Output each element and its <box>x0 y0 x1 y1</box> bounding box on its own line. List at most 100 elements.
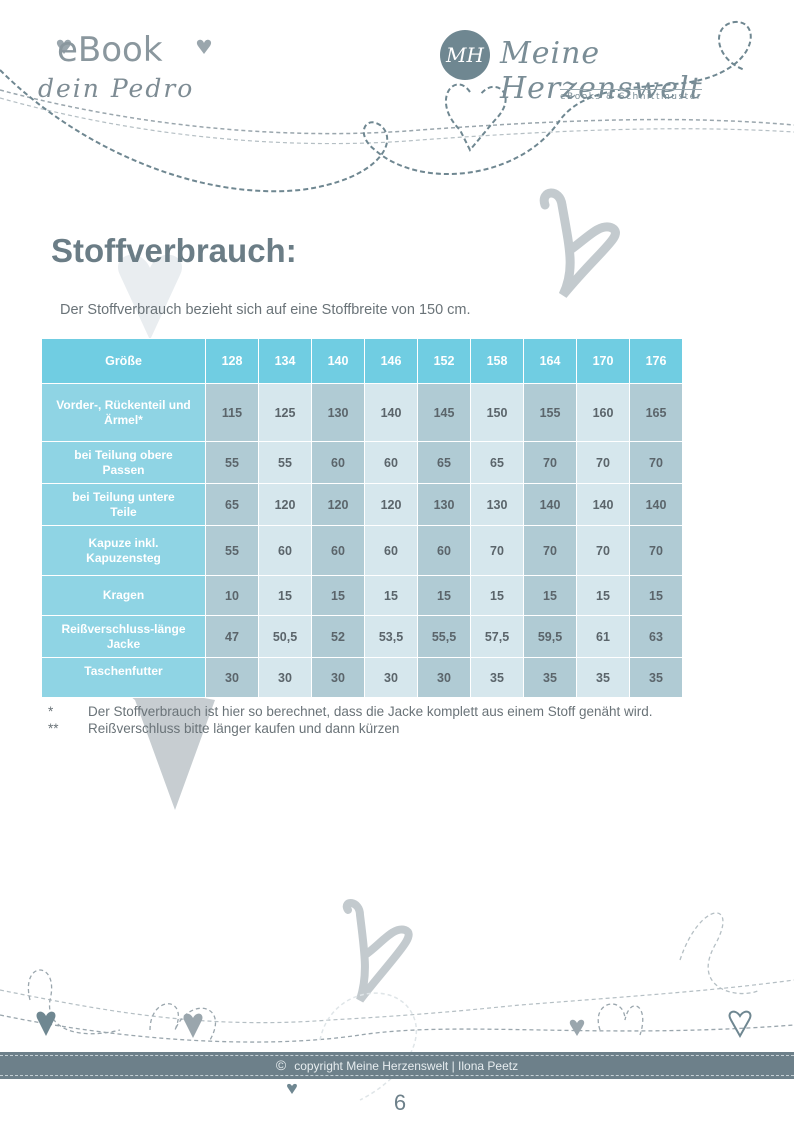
table-row: bei Teilung obere Passen 55 55 60 60 65 … <box>41 441 683 484</box>
heart-small-icon <box>196 39 212 54</box>
copyright-icon: © <box>275 1057 287 1073</box>
table-cell: 15 <box>629 575 683 616</box>
intro-text: Der Stoffverbrauch bezieht sich auf eine… <box>60 302 471 318</box>
table-cell: 70 <box>470 525 524 576</box>
table-row: Vorder-, Rückenteil und Ärmel* 115 125 1… <box>41 383 683 442</box>
table-cell: 30 <box>417 657 471 698</box>
table-cell: 60 <box>364 525 418 576</box>
heart-decoration-icon <box>129 681 215 810</box>
ebook-label: eBook <box>57 30 163 70</box>
size-column-header: 134 <box>258 338 312 384</box>
table-cell: 15 <box>576 575 630 616</box>
table-cell: 15 <box>364 575 418 616</box>
table-cell: 65 <box>470 441 524 484</box>
table-row: Reißverschluss-länge Jacke 47 50,5 52 53… <box>41 615 683 658</box>
page-title: Stoffverbrauch: <box>51 232 297 269</box>
table-row: Kragen 10 15 15 15 15 15 15 15 15 <box>41 575 683 616</box>
table-cell: 15 <box>470 575 524 616</box>
table-cell: 57,5 <box>470 615 524 658</box>
table-cell: 120 <box>311 483 365 526</box>
table-cell: 165 <box>629 383 683 442</box>
table-cell: 15 <box>417 575 471 616</box>
row-label: Reißverschluss-länge Jacke <box>41 615 206 658</box>
table-cell: 130 <box>311 383 365 442</box>
table-cell: 140 <box>629 483 683 526</box>
table-cell: 160 <box>576 383 630 442</box>
table-cell: 55 <box>205 441 259 484</box>
row-label: bei Teilung untere Teile <box>41 483 206 526</box>
table-cell: 52 <box>311 615 365 658</box>
size-column-header: 140 <box>311 338 365 384</box>
size-column-header: 164 <box>523 338 577 384</box>
table-cell: 61 <box>576 615 630 658</box>
size-column-header: 146 <box>364 338 418 384</box>
row-label: Vorder-, Rückenteil und Ärmel* <box>41 383 206 442</box>
ebook-subtitle: dein Pedro <box>38 74 195 103</box>
heart-small-icon <box>728 1010 752 1039</box>
size-header-cell: Größe <box>41 338 206 384</box>
table-cell: 140 <box>576 483 630 526</box>
size-column-header: 158 <box>470 338 524 384</box>
table-cell: 50,5 <box>258 615 312 658</box>
page-number: 6 <box>393 1090 407 1115</box>
table-cell: 70 <box>523 441 577 484</box>
table-cell: 30 <box>205 657 259 698</box>
heart-small-icon <box>287 1083 297 1094</box>
copyright-text: copyright Meine Herzenswelt | Ilona Peet… <box>294 1059 519 1073</box>
table-cell: 30 <box>258 657 312 698</box>
table-cell: 60 <box>364 441 418 484</box>
heart-decoration-icon <box>117 254 183 340</box>
table-cell: 30 <box>364 657 418 698</box>
brand-tagline: eBooks & Schnittmuster <box>560 89 702 102</box>
table-cell: 60 <box>311 525 365 576</box>
table-cell: 63 <box>629 615 683 658</box>
table-cell: 130 <box>470 483 524 526</box>
brand-logo: MH <box>440 30 490 80</box>
table-cell: 125 <box>258 383 312 442</box>
table-cell: 55,5 <box>417 615 471 658</box>
table-cell: 35 <box>629 657 683 698</box>
heart-outline-icon <box>342 899 413 1003</box>
table-cell: 115 <box>205 383 259 442</box>
table-cell: 70 <box>629 525 683 576</box>
footnote: * Der Stoffverbrauch ist hier so berechn… <box>48 703 746 720</box>
footnote-marker: ** <box>48 721 59 736</box>
table-cell: 65 <box>417 441 471 484</box>
footer-band <box>0 1052 794 1079</box>
table-cell: 150 <box>470 383 524 442</box>
row-label: Kragen <box>41 575 206 616</box>
table-cell: 10 <box>205 575 259 616</box>
table-cell: 59,5 <box>523 615 577 658</box>
table-row: Kapuze inkl. Kapuzensteg 55 60 60 60 60 … <box>41 525 683 576</box>
table-row: Taschenfutter 30 30 30 30 30 35 35 35 35 <box>41 657 683 698</box>
table-cell: 155 <box>523 383 577 442</box>
table-cell: 60 <box>417 525 471 576</box>
table-cell: 55 <box>205 525 259 576</box>
table-cell: 15 <box>523 575 577 616</box>
table-cell: 70 <box>576 525 630 576</box>
table-cell: 60 <box>311 441 365 484</box>
size-column-header: 170 <box>576 338 630 384</box>
table-cell: 65 <box>205 483 259 526</box>
table-cell: 55 <box>258 441 312 484</box>
copyright-line: © copyright Meine Herzenswelt | Ilona Pee… <box>0 1057 794 1073</box>
table-cell: 140 <box>523 483 577 526</box>
table-cell: 70 <box>523 525 577 576</box>
table-cell: 120 <box>258 483 312 526</box>
footnote-marker: * <box>48 704 54 719</box>
table-cell: 53,5 <box>364 615 418 658</box>
size-column-header: 176 <box>629 338 683 384</box>
heart-small-icon <box>569 1019 585 1036</box>
table-cell: 145 <box>417 383 471 442</box>
row-label: bei Teilung obere Passen <box>41 441 206 484</box>
table-cell: 60 <box>258 525 312 576</box>
table-cell: 35 <box>576 657 630 698</box>
fabric-consumption-table: Größe 128 134 140 146 152 158 164 170 17… <box>41 338 683 698</box>
size-column-header: 128 <box>205 338 259 384</box>
footer-stitch <box>0 1055 794 1076</box>
table-cell: 70 <box>576 441 630 484</box>
footnote: ** Reißverschluss bitte länger kaufen un… <box>48 720 746 737</box>
table-cell: 130 <box>417 483 471 526</box>
row-label: Taschenfutter <box>41 657 206 698</box>
